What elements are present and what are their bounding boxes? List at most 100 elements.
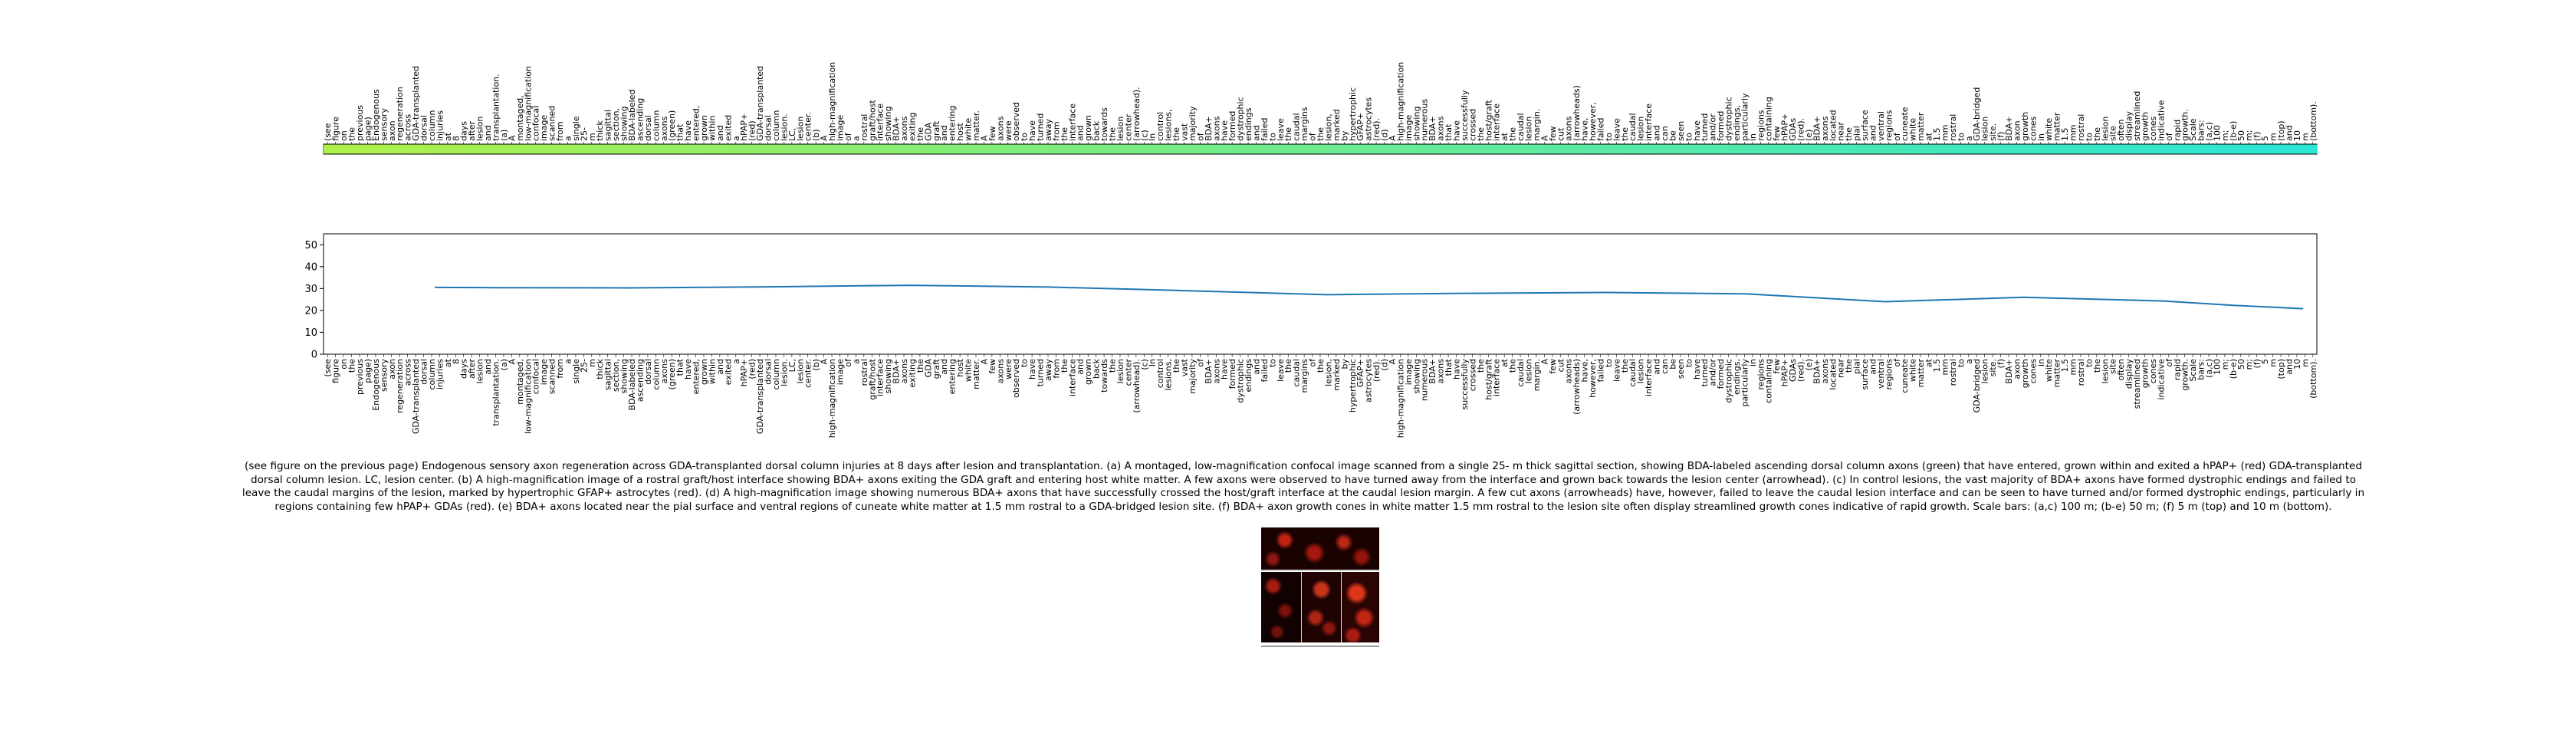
strip-token-label: showing	[619, 107, 629, 141]
strip-cell	[1636, 144, 1645, 154]
x-token-label: (e)	[1804, 359, 1814, 370]
strip-cell	[380, 144, 388, 154]
strip-token-label: have	[683, 120, 693, 141]
x-token-label: image	[539, 359, 549, 385]
strip-cell	[580, 144, 588, 154]
caption-line-1: (see figure on the previous page) Endoge…	[245, 460, 2362, 472]
strip-cell	[2052, 144, 2062, 154]
strip-token-label: lesion	[1636, 117, 1646, 141]
strip-cell	[2236, 144, 2246, 154]
strip-token-label: have	[1027, 120, 1037, 141]
x-token-label: GDA-transplanted	[755, 359, 765, 434]
strip-token-label: the	[1316, 127, 1326, 141]
x-token-label: lesion	[795, 359, 805, 383]
strip-cell	[1340, 144, 1349, 154]
strip-cell	[475, 144, 485, 154]
strip-token-label: BDA+	[1204, 116, 1214, 141]
strip-token-label: exited	[723, 115, 733, 141]
x-token-label: formed	[1227, 359, 1237, 389]
x-token-label: showing	[883, 359, 893, 393]
x-token-label: dystrophic	[1236, 359, 1246, 403]
x-token-label: the	[1283, 359, 1293, 373]
strip-cell	[755, 144, 764, 154]
strip-token-label: astrocytes	[1364, 97, 1374, 141]
strip-token-label: leave	[1612, 118, 1622, 141]
x-token-label: regeneration	[395, 359, 405, 413]
strip-cell	[987, 144, 997, 154]
strip-token-label: at	[443, 132, 453, 141]
x-token-label: a	[563, 359, 573, 364]
strip-cell	[1572, 144, 1581, 154]
strip-token-label: hPAP+	[1780, 113, 1790, 141]
x-token-label: (red).	[1372, 359, 1382, 382]
strip-token-label: image	[1404, 115, 1414, 141]
strip-cell	[1780, 144, 1789, 154]
strip-token-label: few	[987, 126, 997, 141]
strip-cell	[2301, 144, 2309, 154]
strip-token-label: and	[2284, 125, 2294, 141]
strip-cell	[435, 144, 445, 154]
series-point	[2302, 308, 2304, 310]
x-token-label: caudal	[1292, 359, 1302, 387]
x-token-label: a	[1964, 359, 1974, 364]
strip-token-label: display	[2124, 110, 2134, 141]
strip-token-label: montaged,	[515, 95, 525, 141]
strip-token-label: cones	[2028, 116, 2038, 141]
strip-cell	[2213, 144, 2222, 154]
y-tick-label: 50	[304, 240, 317, 251]
strip-token-label: and	[715, 125, 725, 141]
x-token-label: axons	[1820, 359, 1830, 384]
strip-cell	[2229, 144, 2237, 154]
x-token-label: white	[1908, 359, 1918, 382]
x-token-label: observed	[1011, 359, 1021, 398]
x-token-label: m;	[2220, 359, 2230, 370]
strip-cell	[2188, 144, 2197, 154]
strip-token-label: that	[1444, 123, 1454, 141]
strip-cell	[1076, 144, 1085, 154]
strip-token-label: have	[1452, 120, 1462, 141]
strip-token-label: seen	[1676, 121, 1686, 141]
x-token-label: lesions,	[1164, 359, 1174, 391]
caption-line-3: leave the caudal margins of the lesion, …	[242, 487, 2365, 499]
strip-token-label: 50	[2236, 130, 2246, 141]
strip-cell	[1460, 144, 1469, 154]
strip-cell	[1236, 144, 1245, 154]
strip-cell	[1820, 144, 1829, 154]
strip-token-label: failed	[1595, 118, 1605, 141]
x-token-label: dorsal	[643, 359, 653, 385]
x-token-label: were	[1004, 359, 1014, 380]
strip-token-label: lesion	[2100, 117, 2110, 141]
x-token-label: 25-	[579, 359, 589, 373]
x-token-label: A	[507, 359, 517, 365]
strip-token-label: A	[1539, 135, 1549, 141]
x-token-label: cut	[1556, 358, 1566, 372]
x-token-label: to	[1956, 359, 1966, 367]
strip-token-label: to	[1604, 133, 1614, 141]
x-token-label: site.	[1988, 359, 1998, 376]
strip-token-label: m;	[2220, 130, 2230, 141]
strip-token-label: the	[1508, 127, 1518, 141]
x-token-label: m	[587, 359, 597, 367]
strip-token-label: axons	[899, 116, 909, 141]
strip-cell	[1732, 144, 1741, 154]
strip-cell	[1724, 144, 1733, 154]
x-token-label: confocal	[531, 359, 541, 394]
strip-token-label: (green)	[667, 110, 677, 141]
x-token-label: dorsal	[764, 359, 774, 385]
strip-cell	[940, 144, 948, 154]
strip-cell	[1604, 144, 1613, 154]
strip-token-label: interface	[876, 104, 886, 141]
strip-token-label: the	[915, 127, 925, 141]
x-token-label: matter.	[971, 359, 981, 389]
x-token-label: cones	[2148, 359, 2158, 384]
series-point	[1047, 286, 1050, 288]
y-tick-label: 0	[311, 350, 317, 361]
strip-cell	[787, 144, 797, 154]
strip-token-label: figure	[331, 117, 341, 141]
x-token-label: page)	[363, 359, 373, 383]
strip-token-label: (red).	[1372, 118, 1382, 141]
x-token-label: endings	[1244, 359, 1254, 393]
strip-token-label: the	[1108, 127, 1118, 141]
strip-cell	[2068, 144, 2078, 154]
strip-token-label: that	[675, 123, 685, 141]
